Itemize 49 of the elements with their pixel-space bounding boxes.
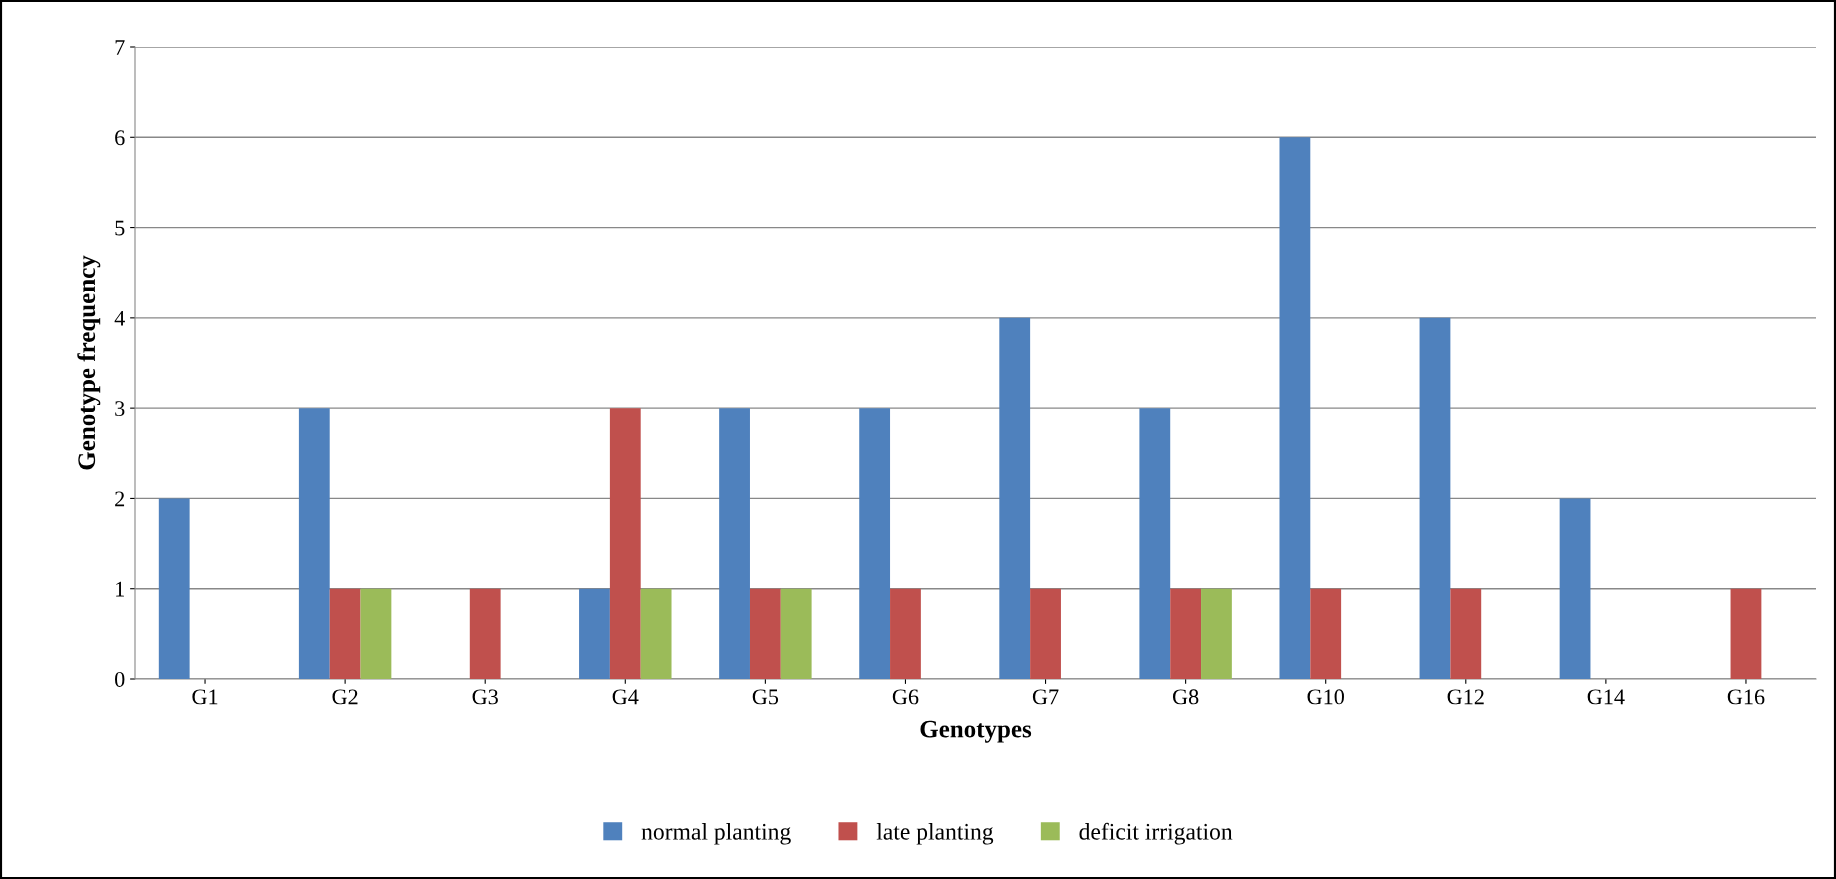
x-tick-label: G12 [1447, 689, 1484, 705]
x-tick-label: G3 [472, 689, 498, 705]
y-tick-label: 6 [115, 130, 125, 146]
bar [1170, 588, 1202, 679]
y-tick-label: 4 [114, 310, 125, 326]
x-tick-label: G16 [1727, 689, 1765, 705]
y-axis-title: Genotype frequency [77, 255, 101, 470]
bar [609, 408, 641, 679]
x-tick-label: G1 [192, 689, 218, 705]
y-tick-label: 0 [115, 671, 125, 687]
y-tick-label: 3 [115, 401, 125, 417]
bar [579, 588, 610, 679]
x-tick-label: G8 [1172, 689, 1199, 705]
bar [1559, 498, 1591, 679]
legend-label: normal planting [641, 823, 791, 845]
y-tick-label: 2 [115, 491, 125, 507]
bar [298, 408, 330, 679]
x-axis-title: Genotypes [920, 720, 1032, 743]
bar [999, 317, 1031, 679]
x-tick-label: G2 [332, 689, 358, 705]
bar [360, 588, 392, 679]
bar [1030, 588, 1061, 679]
x-tick-label: G4 [612, 689, 639, 705]
x-tick-label: G5 [752, 689, 779, 705]
bar [329, 588, 361, 679]
x-tick-label: G7 [1032, 689, 1059, 705]
bar [1201, 588, 1232, 679]
x-tick-label: G14 [1587, 689, 1625, 705]
x-tick-label: G10 [1307, 689, 1344, 705]
bar [1730, 588, 1762, 679]
x-tick-label: G6 [892, 689, 919, 705]
y-tick-label: 7 [115, 40, 125, 55]
bar [780, 588, 812, 679]
bar [749, 588, 781, 679]
bar [1450, 588, 1482, 679]
bar [859, 408, 891, 679]
bar [158, 498, 190, 679]
bar [1279, 137, 1311, 679]
legend-label: late planting [876, 823, 994, 845]
bar [469, 588, 501, 679]
bar [719, 408, 750, 679]
legend-label: deficit irrigation [1079, 822, 1233, 845]
y-tick-label: 1 [116, 581, 124, 597]
bar [640, 588, 672, 679]
bar [1139, 408, 1171, 679]
bar [890, 588, 921, 679]
bar [1310, 588, 1342, 679]
y-tick-label: 5 [115, 220, 125, 236]
bar [1419, 317, 1451, 679]
